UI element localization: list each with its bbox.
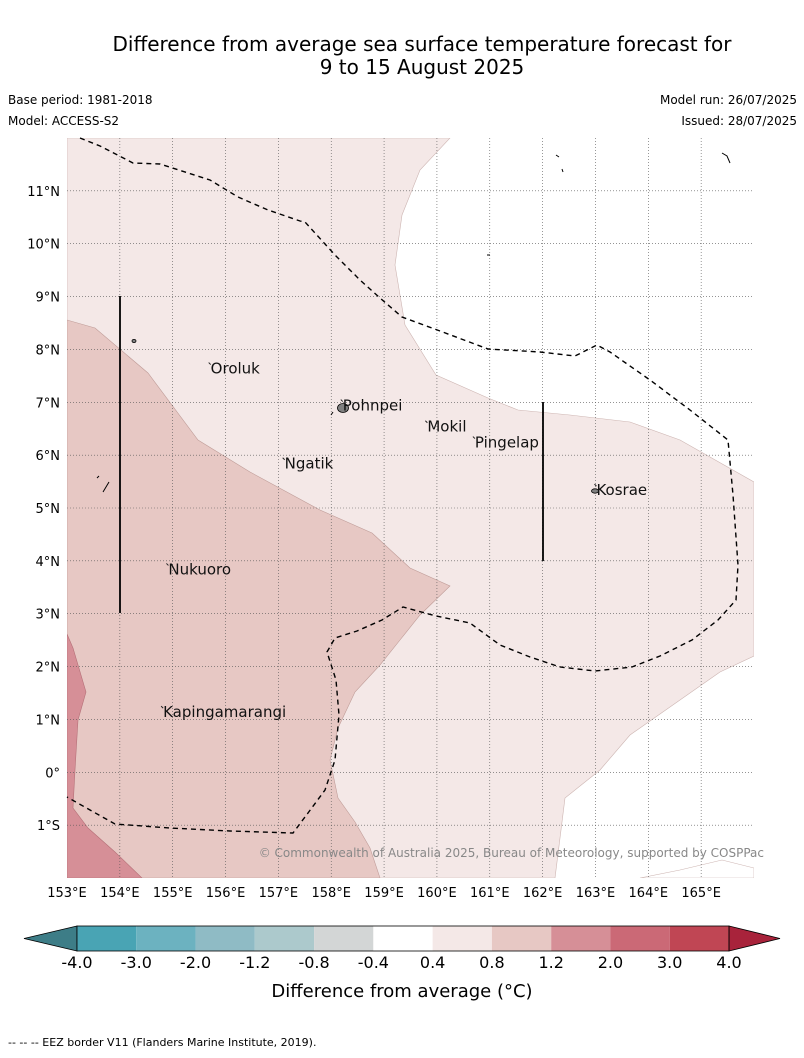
island-marker [472, 436, 476, 439]
lat-tick-label: 10°N [27, 238, 60, 253]
colorbar-segment [373, 926, 433, 951]
island-label-nukuoro: Nukuoro [168, 560, 231, 578]
chart-title: Difference from average sea surface temp… [40, 33, 804, 79]
atoll-outline-northeast [721, 152, 731, 164]
eez-legend-note: -- -- -- EEZ border V11 (Flanders Marine… [8, 1036, 317, 1049]
colorbar-tick-labels: -4.0 -3.0 -2.0 -1.2 -0.8 -0.4 0.4 0.8 1.2 2.0 3.0 4… [61, 953, 741, 972]
anomaly-zone-0-8-1-2 [67, 319, 451, 878]
colorbar-tick-label: -2.0 [180, 953, 211, 972]
colorbar-extend-high [728, 925, 781, 952]
lat-tick-label: 2°N [36, 661, 61, 676]
island-marker [160, 705, 164, 709]
island-label-oroluk: Oroluk [211, 360, 260, 378]
lat-tick-label: 6°N [36, 449, 61, 464]
base-period: Base period: 1981-2018 [8, 93, 153, 107]
lon-tick-label: 163°E [576, 886, 616, 900]
colorbar-extend-low [23, 925, 78, 952]
island-marker [282, 457, 286, 461]
anomaly-zone-1-2-2-0 [67, 633, 143, 878]
colorbar-outline [76, 925, 730, 952]
title-line-2: 9 to 15 August 2025 [319, 55, 525, 79]
colorbar-tick-label: -0.8 [298, 953, 329, 972]
lat-tick-label: 8°N [36, 343, 61, 358]
lat-tick-label: 1°N [36, 713, 61, 728]
island-label-pingelap: Pingelap [475, 434, 539, 452]
small-atoll-shape [131, 338, 137, 343]
island-label-kapingamarangi: Kapingamarangi [163, 703, 286, 721]
colorbar-tick-label: 1.2 [538, 953, 563, 972]
lat-tick-label: 5°N [36, 502, 61, 517]
lon-tick-label: 157°E [259, 886, 299, 900]
island-marker [340, 399, 344, 402]
colorbar-tick-label: -4.0 [61, 953, 92, 972]
lon-tick-label: 159°E [364, 886, 404, 900]
eez-solid-lines [119, 296, 544, 613]
colorbar-tick-label: 0.4 [420, 953, 445, 972]
lon-tick-label: 154°E [100, 886, 140, 900]
eez-borders [66, 137, 739, 834]
kosrae-island-shape [591, 488, 599, 494]
copyright-notice: © Commonwealth of Australia 2025, Bureau… [259, 846, 764, 860]
colorbar-segment [77, 926, 137, 951]
atoll-outline-west [96, 475, 110, 493]
lon-tick-label: 161°E [470, 886, 510, 900]
model-name: Model: ACCESS-S2 [8, 114, 120, 128]
issued-date: Issued: 28/07/2025 [681, 114, 797, 128]
colorbar-segment [136, 926, 196, 951]
atoll-outline-north [555, 154, 564, 173]
lat-tick-label: 4°N [36, 555, 61, 570]
colorbar-tick-label: 0.8 [479, 953, 504, 972]
lon-tick-labels: 153°E 154°E 155°E 156°E 157°E 158°E 159°E 160°E… [47, 886, 721, 900]
lon-tick-label: 162°E [523, 886, 563, 900]
title-line-1: Difference from average sea surface temp… [112, 32, 732, 56]
island-labels: Oroluk Pohnpei Mokil Pingelap Ngatik Kosrae Nu… [160, 360, 647, 721]
lat-tick-label: 11°N [27, 185, 60, 200]
pohnpei-island-shape [337, 403, 349, 413]
colorbar-segments [23, 925, 781, 952]
lon-tick-label: 153°E [47, 886, 87, 900]
island-label-pohnpei: Pohnpei [343, 397, 403, 415]
colorbar-label: Difference from average (°C) [271, 981, 532, 1002]
lon-tick-label: 160°E [417, 886, 457, 900]
lon-tick-label: 164°E [629, 886, 669, 900]
island-label-kosrae: Kosrae [596, 481, 647, 499]
island-marker [425, 420, 428, 424]
island-label-ngatik: Ngatik [285, 455, 334, 473]
island-marker [208, 362, 212, 365]
colorbar-tick-label: 2.0 [598, 953, 623, 972]
colorbar-segment [669, 926, 729, 951]
island-marker [594, 483, 597, 487]
colorbar-tick-label: 4.0 [716, 953, 741, 972]
colorbar-tick-label: -0.4 [358, 953, 389, 972]
colorbar-segment [610, 926, 670, 951]
lat-tick-label: 3°N [36, 608, 61, 623]
colorbar-segment [314, 926, 374, 951]
sst-anomaly-map: Oroluk Pohnpei Mokil Pingelap Ngatik Kosrae Nu… [27, 137, 764, 900]
lat-tick-label: 9°N [36, 291, 61, 306]
land-shapes [96, 152, 731, 494]
colorbar-segment [551, 926, 611, 951]
colorbar-tick-label: -3.0 [121, 953, 152, 972]
lon-tick-label: 156°E [206, 886, 246, 900]
lat-tick-label: 0° [45, 766, 60, 781]
colorbar-segment [195, 926, 255, 951]
colorbar-tick-label: 3.0 [657, 953, 682, 972]
colorbar-tick-label: -1.2 [239, 953, 270, 972]
lon-tick-label: 158°E [311, 886, 351, 900]
lon-tick-label: 155°E [153, 886, 193, 900]
island-label-mokil: Mokil [427, 418, 466, 436]
lon-tick-label: 165°E [681, 886, 721, 900]
island-marker [166, 563, 169, 566]
colorbar-segment [254, 926, 315, 951]
eez-border-north [66, 137, 739, 834]
lat-tick-labels: 11°N 10°N 9°N 8°N 7°N 6°N 5°N 4°N 3°N 2°N 1°N 0° 1°S [27, 185, 60, 834]
atoll-dot-pohnpei [330, 411, 334, 416]
colorbar-segment [432, 926, 492, 951]
lat-tick-label: 7°N [36, 396, 61, 411]
lat-tick-label: 1°S [37, 819, 60, 834]
colorbar-segment [491, 926, 552, 951]
model-run: Model run: 26/07/2025 [659, 93, 797, 107]
